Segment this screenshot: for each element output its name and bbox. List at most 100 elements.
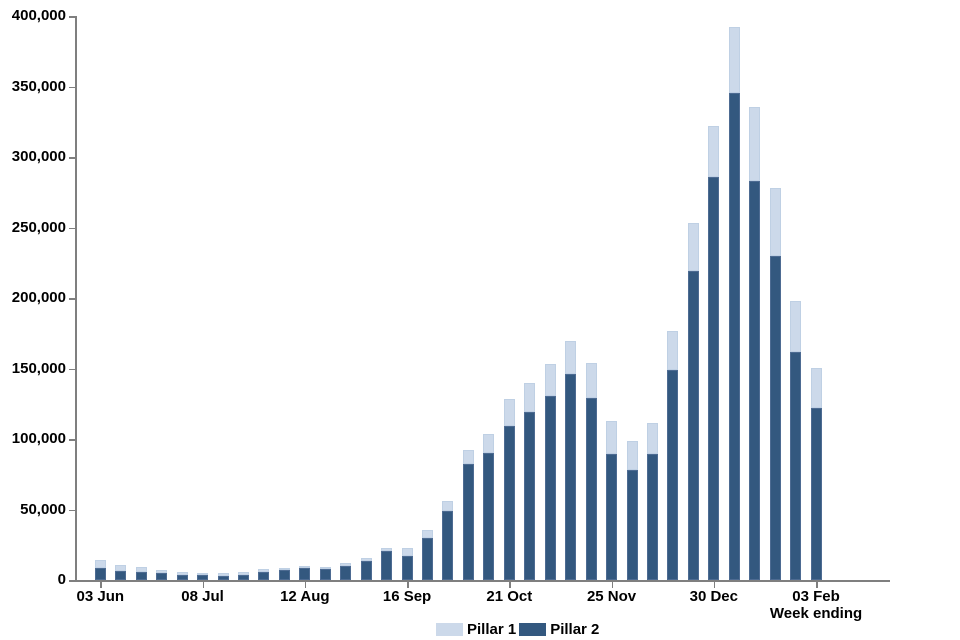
bar-segment-pillar1: [687, 222, 699, 272]
bar-segment-pillar2: [585, 398, 597, 580]
bar-segment-pillar1: [646, 423, 658, 455]
bar-segment-pillar2: [646, 454, 658, 580]
bar-segment-pillar1: [708, 125, 720, 177]
bar-segment-pillar1: [401, 548, 413, 556]
bar-segment-pillar1: [278, 568, 290, 571]
bar-segment-pillar1: [422, 529, 433, 538]
x-axis-tick: [509, 581, 511, 588]
bar-segment-pillar2: [319, 569, 331, 580]
x-axis-title: Week ending: [769, 605, 863, 622]
bar-segment-pillar1: [381, 547, 393, 551]
bar-segment-pillar1: [299, 565, 311, 568]
bar-segment-pillar1: [606, 421, 618, 455]
bar-segment-pillar2: [258, 571, 270, 580]
bar-segment-pillar2: [217, 575, 229, 580]
legend-label-pillar2: Pillar 2: [550, 620, 600, 638]
bar-segment-pillar1: [769, 187, 781, 257]
bar-segment-pillar1: [258, 569, 270, 572]
y-axis-tick: [69, 439, 75, 441]
bar-segment-pillar2: [769, 256, 781, 580]
bar-segment-pillar2: [462, 464, 474, 580]
bar-segment-pillar2: [176, 574, 188, 580]
x-axis-tick: [407, 581, 409, 588]
bar-segment-pillar1: [176, 571, 188, 575]
legend-label-pillar1: Pillar 1: [467, 620, 517, 638]
bar-segment-pillar1: [442, 501, 454, 512]
bar-segment-pillar2: [687, 271, 699, 580]
bar-segment-pillar1: [544, 364, 556, 396]
y-axis-tick-label: 400,000: [11, 7, 66, 24]
bar-segment-pillar2: [94, 568, 106, 580]
bar-segment-pillar2: [790, 351, 802, 580]
y-axis-tick: [69, 157, 75, 159]
bar-segment-pillar2: [360, 560, 372, 580]
bar-segment-pillar1: [585, 362, 597, 399]
bar-segment-pillar2: [340, 565, 352, 580]
y-axis-tick: [69, 580, 75, 582]
bar-segment-pillar1: [790, 301, 802, 352]
bar-segment-pillar1: [360, 557, 372, 561]
bar-segment-pillar2: [115, 570, 127, 580]
x-axis-tick-label: 03 Feb: [792, 588, 840, 605]
bar-segment-pillar2: [565, 373, 577, 580]
bar-segment-pillar2: [626, 470, 638, 580]
bar-segment-pillar1: [524, 382, 536, 413]
bar-segment-pillar2: [503, 425, 515, 580]
y-axis-tick: [69, 227, 75, 229]
y-axis-tick-label: 100,000: [11, 430, 66, 447]
bar-segment-pillar1: [237, 572, 249, 576]
bar-segment-pillar2: [667, 370, 679, 580]
bar-segment-pillar2: [278, 570, 290, 580]
bar-segment-pillar1: [115, 564, 127, 571]
bar-segment-pillar1: [810, 368, 822, 408]
y-axis-tick: [69, 16, 75, 18]
bar-segment-pillar1: [483, 433, 495, 453]
bar-segment-pillar2: [401, 555, 413, 580]
x-axis-tick: [202, 581, 205, 588]
bar-segment-pillar1: [728, 26, 740, 93]
bar-segment-pillar2: [606, 454, 618, 580]
bar-segment-pillar2: [810, 407, 822, 580]
x-axis-tick-label: 12 Aug: [280, 588, 330, 605]
bar-segment-pillar2: [483, 452, 495, 580]
bar-segment-pillar1: [94, 560, 106, 568]
y-axis-tick: [69, 298, 75, 300]
y-axis-tick-label: 200,000: [11, 289, 66, 306]
bar-segment-pillar2: [299, 567, 311, 580]
bar-segment-pillar1: [667, 330, 679, 371]
y-axis-tick-label: 150,000: [11, 359, 66, 377]
bar-segment-pillar2: [381, 550, 393, 580]
bar-segment-pillar2: [156, 572, 168, 580]
bar-segment-pillar1: [340, 563, 352, 566]
legend: Pillar 1 Pillar 2: [436, 620, 602, 638]
y-axis-tick-label: 300,000: [11, 148, 66, 165]
x-axis-tick: [816, 581, 818, 588]
x-axis-tick-label: 25 Nov: [586, 588, 637, 605]
bar-segment-pillar1: [156, 569, 168, 573]
bar-segment-pillar2: [728, 92, 740, 580]
x-axis-tick-label: 16 Sep: [382, 588, 432, 605]
y-axis-tick-label: 0: [57, 571, 66, 588]
y-axis-tick: [69, 86, 75, 88]
y-axis: [75, 16, 77, 580]
bar-segment-pillar1: [626, 441, 638, 470]
legend-swatch-pillar2: [519, 622, 547, 636]
x-axis-tick: [100, 581, 102, 588]
bar-segment-pillar1: [197, 572, 209, 576]
x-axis-tick: [713, 581, 716, 588]
bar-segment-pillar1: [503, 399, 515, 426]
bar-segment-pillar2: [442, 511, 454, 580]
bar-segment-pillar2: [135, 571, 147, 580]
x-axis-tick-label: 30 Dec: [689, 588, 738, 605]
bar-segment-pillar2: [422, 537, 433, 580]
x-axis-tick-label: 08 Jul: [181, 588, 224, 605]
bar-segment-pillar2: [524, 412, 536, 580]
y-axis-tick: [69, 509, 75, 511]
x-axis-tick-label: 03 Jun: [76, 588, 125, 605]
bar-segment-pillar1: [565, 341, 577, 374]
bar-segment-pillar1: [135, 567, 147, 572]
x-axis: [75, 580, 890, 582]
bar-segment-pillar1: [319, 567, 331, 570]
y-axis-tick-label: 50,000: [20, 500, 66, 518]
